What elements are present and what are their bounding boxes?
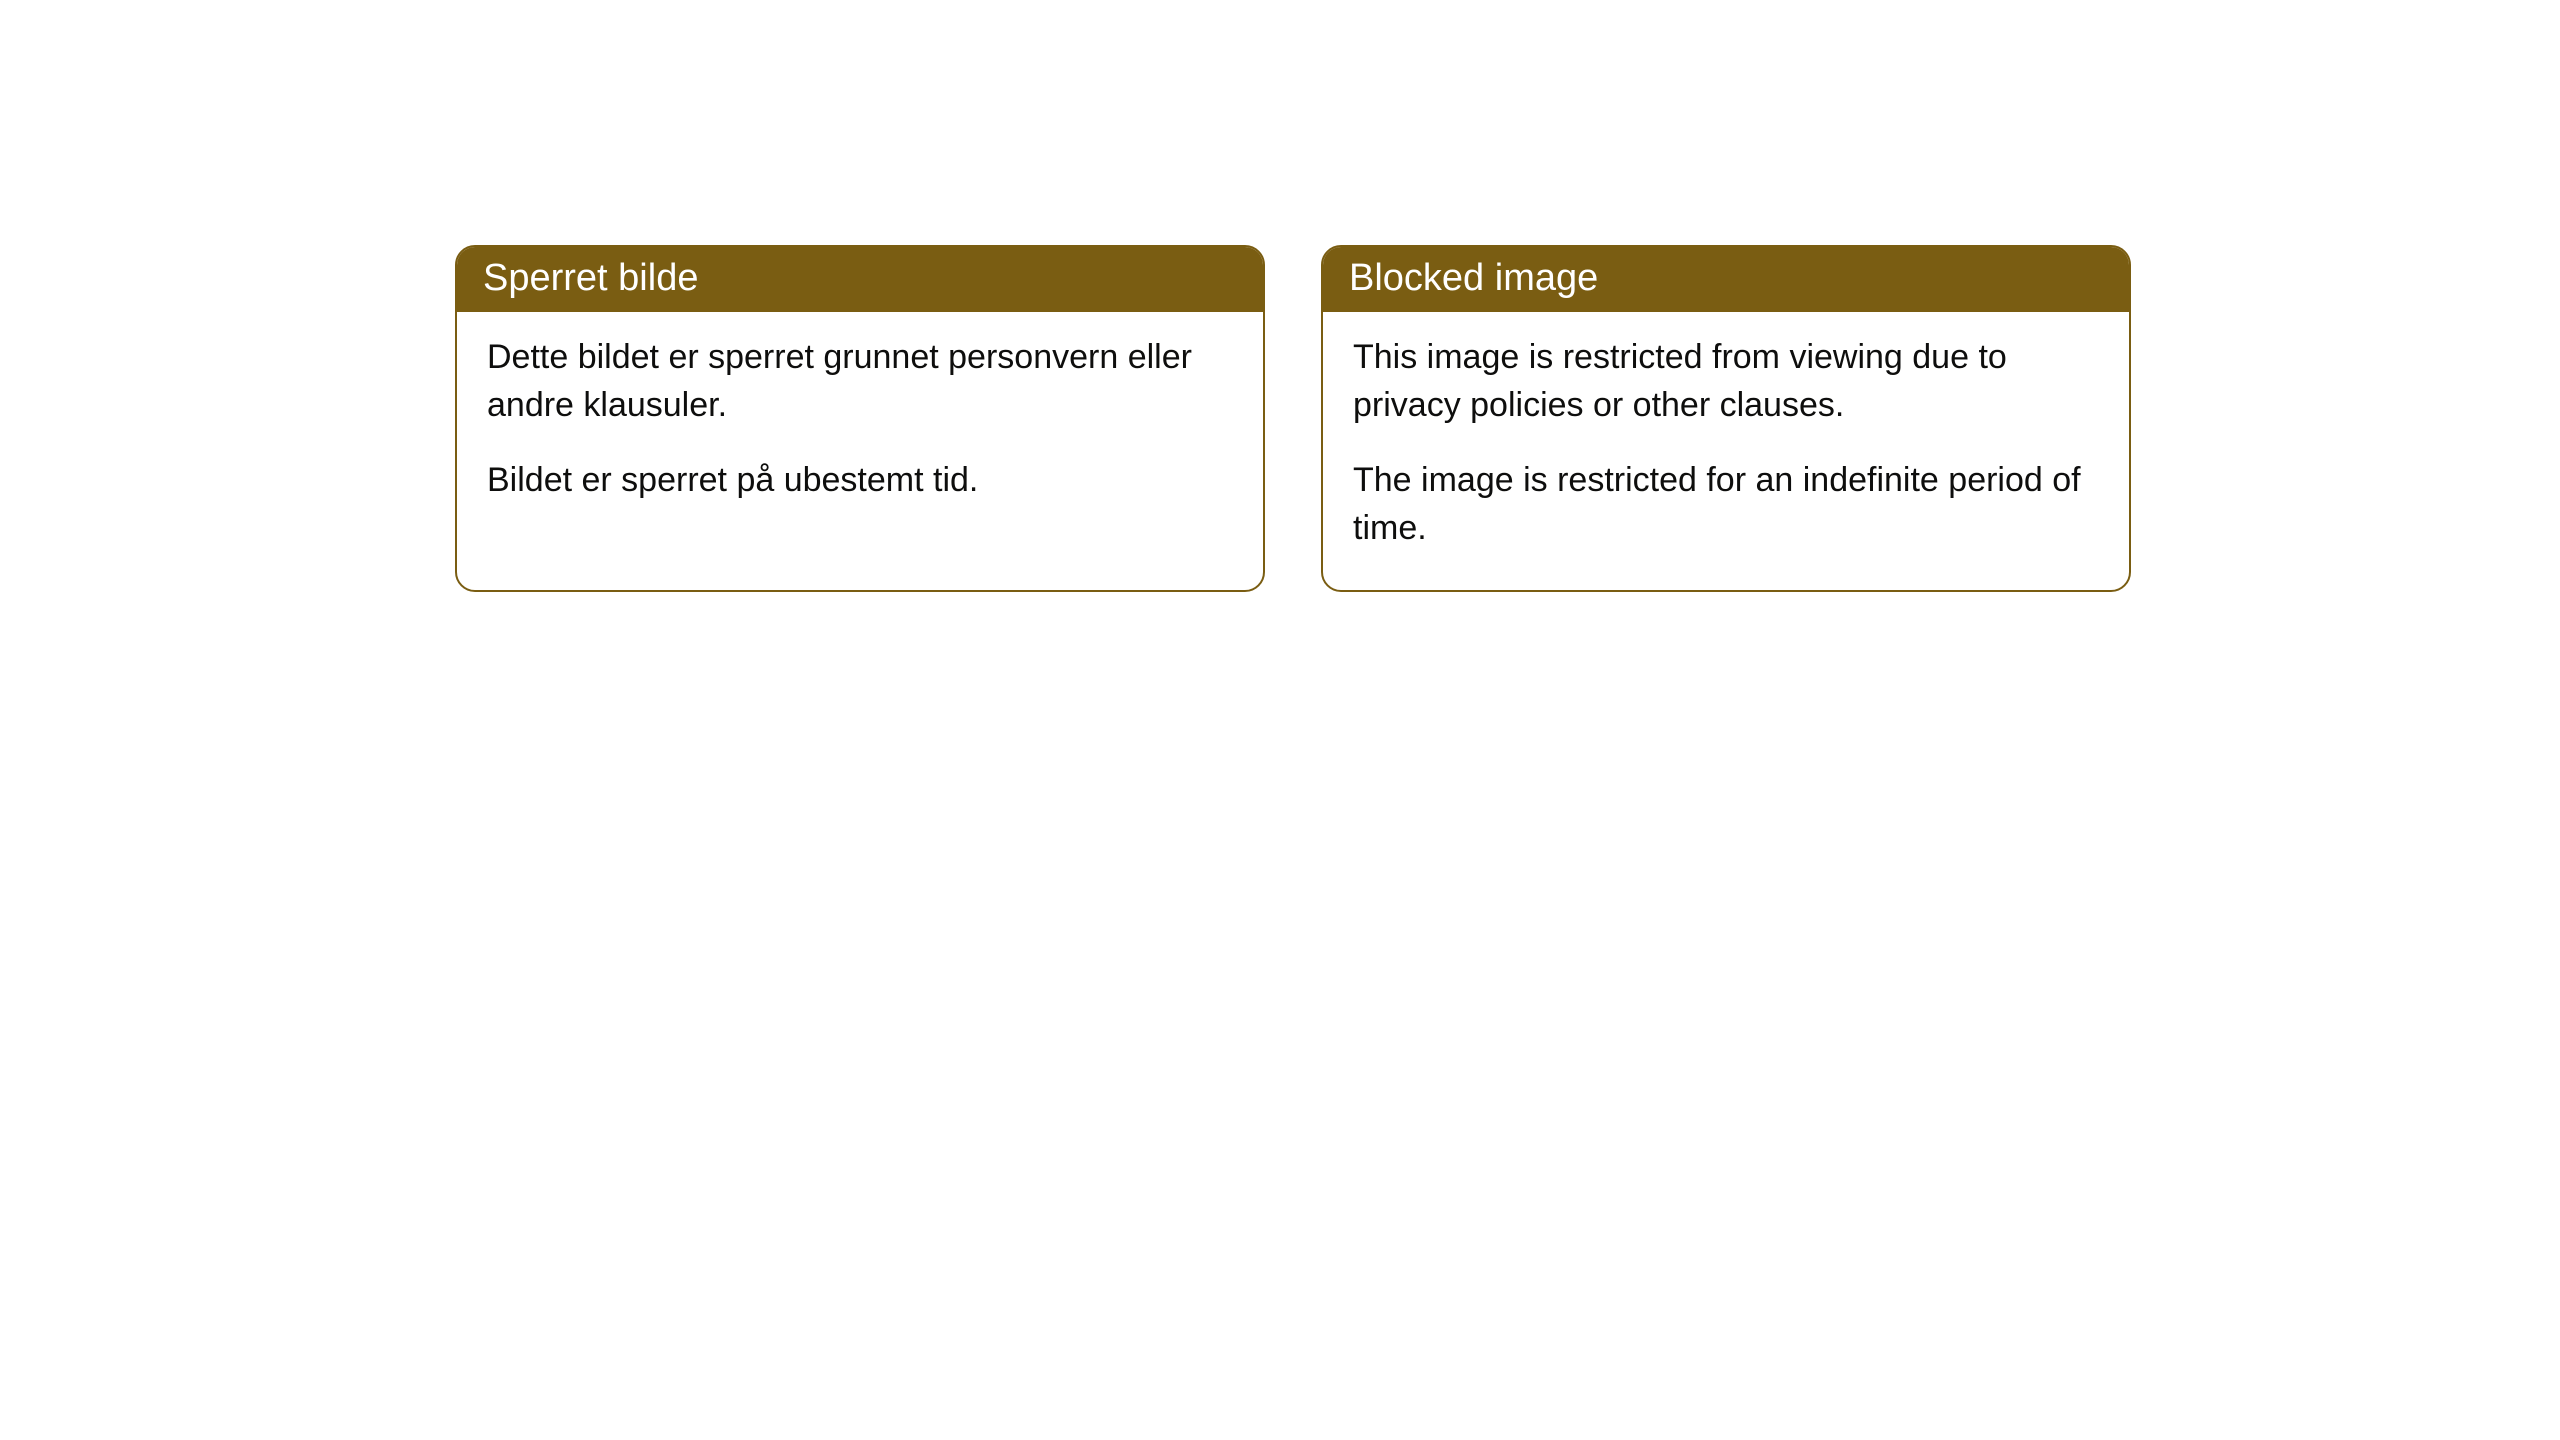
card-header: Sperret bilde [457, 247, 1263, 312]
card-container: Sperret bilde Dette bildet er sperret gr… [0, 0, 2560, 592]
card-paragraph: Bildet er sperret på ubestemt tid. [487, 457, 1233, 505]
card-header: Blocked image [1323, 247, 2129, 312]
card-paragraph: The image is restricted for an indefinit… [1353, 457, 2099, 552]
card-paragraph: Dette bildet er sperret grunnet personve… [487, 334, 1233, 429]
card-blocked-image-en: Blocked image This image is restricted f… [1321, 245, 2131, 592]
card-body: This image is restricted from viewing du… [1323, 312, 2129, 590]
card-body: Dette bildet er sperret grunnet personve… [457, 312, 1263, 543]
card-paragraph: This image is restricted from viewing du… [1353, 334, 2099, 429]
card-blocked-image-no: Sperret bilde Dette bildet er sperret gr… [455, 245, 1265, 592]
